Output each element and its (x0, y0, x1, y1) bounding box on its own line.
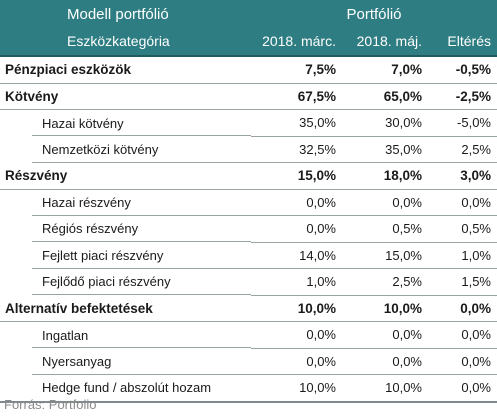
table-row: Fejlődő piaci részvény 1,0% 2,5% 1,5% (0, 268, 497, 296)
row-label: Hedge fund / abszolút hozam (0, 374, 251, 403)
row-label: Pénzpiaci eszközök (0, 56, 251, 84)
row-label: Fejlődő piaci részvény (0, 268, 251, 295)
row-label: Kötvény (0, 83, 251, 110)
header-row-top: Modell portfólió Portfólió (0, 0, 497, 29)
row-value-may: 30,0% (342, 109, 428, 137)
row-value-difference: 3,0% (428, 162, 497, 190)
table-row: Nemzetközi kötvény 32,5% 35,0% 2,5% (0, 136, 497, 163)
row-value-may: 0,0% (342, 189, 428, 216)
row-label: Fejlett piaci részvény (0, 242, 251, 269)
header-col-march: 2018. márc. (251, 29, 342, 57)
row-value-difference: 0,5% (428, 215, 497, 243)
row-value-difference: 0,0% (428, 295, 497, 322)
row-value-may: 2,5% (342, 268, 428, 296)
header-col-may: 2018. máj. (342, 29, 428, 57)
table-row: Hedge fund / abszolút hozam 10,0% 10,0% … (0, 374, 497, 403)
row-label: Nyersanyag (0, 348, 251, 375)
row-value-march: 35,0% (251, 109, 342, 137)
row-value-march: 15,0% (251, 162, 342, 190)
table-row: Nyersanyag 0,0% 0,0% 0,0% (0, 348, 497, 375)
table-row: Ingatlan 0,0% 0,0% 0,0% (0, 321, 497, 349)
row-value-difference: 1,5% (428, 268, 497, 296)
row-value-may: 0,0% (342, 348, 428, 375)
row-value-march: 67,5% (251, 83, 342, 110)
row-value-march: 0,0% (251, 348, 342, 375)
row-label: Hazai kötvény (0, 109, 251, 136)
portfolio-table-wrapper: Modell portfólió Portfólió Eszközkategór… (0, 0, 497, 403)
table-row: Részvény 15,0% 18,0% 3,0% (0, 162, 497, 190)
table-row: Régiós részvény 0,0% 0,5% 0,5% (0, 215, 497, 243)
row-label: Hazai részvény (0, 189, 251, 216)
row-value-difference: 1,0% (428, 242, 497, 269)
row-value-march: 0,0% (251, 215, 342, 243)
table-row: Hazai részvény 0,0% 0,0% 0,0% (0, 189, 497, 216)
row-value-difference: -2,5% (428, 83, 497, 110)
row-value-difference: 0,0% (428, 374, 497, 403)
row-value-may: 0,5% (342, 215, 428, 243)
row-label: Nemzetközi kötvény (0, 136, 251, 163)
row-value-march: 1,0% (251, 268, 342, 296)
row-value-march: 7,5% (251, 56, 342, 84)
row-value-difference: 2,5% (428, 136, 497, 163)
row-value-may: 10,0% (342, 295, 428, 322)
row-value-may: 18,0% (342, 162, 428, 190)
header-row-bottom: Eszközkategória 2018. márc. 2018. máj. E… (0, 29, 497, 57)
row-value-march: 10,0% (251, 374, 342, 403)
source-note: Forrás: Portfolio (4, 397, 97, 412)
row-value-may: 0,0% (342, 321, 428, 349)
row-value-march: 0,0% (251, 321, 342, 349)
table-body: Pénzpiaci eszközök 7,5% 7,0% -0,5% Kötvé… (0, 56, 497, 403)
row-value-difference: 0,0% (428, 189, 497, 216)
row-value-may: 10,0% (342, 374, 428, 403)
row-label: Ingatlan (0, 321, 251, 348)
table-header: Modell portfólió Portfólió Eszközkategór… (0, 0, 497, 57)
row-value-difference: 0,0% (428, 321, 497, 349)
row-value-may: 7,0% (342, 56, 428, 84)
portfolio-table: Modell portfólió Portfólió Eszközkategór… (0, 0, 497, 403)
header-asset-category: Eszközkategória (0, 29, 251, 57)
row-label: Régiós részvény (0, 215, 251, 242)
row-value-march: 14,0% (251, 242, 342, 269)
row-value-difference: -0,5% (428, 56, 497, 84)
row-value-may: 35,0% (342, 136, 428, 163)
table-row: Fejlett piaci részvény 14,0% 15,0% 1,0% (0, 242, 497, 269)
row-value-may: 15,0% (342, 242, 428, 269)
row-label: Részvény (0, 162, 251, 190)
table-row: Alternatív befektetések 10,0% 10,0% 0,0% (0, 295, 497, 322)
row-label: Alternatív befektetések (0, 295, 251, 322)
header-col-difference: Eltérés (428, 29, 497, 57)
row-value-march: 32,5% (251, 136, 342, 163)
table-row: Pénzpiaci eszközök 7,5% 7,0% -0,5% (0, 56, 497, 84)
table-row: Kötvény 67,5% 65,0% -2,5% (0, 83, 497, 110)
row-value-march: 0,0% (251, 189, 342, 216)
row-value-difference: -5,0% (428, 109, 497, 137)
header-portfolio-group: Portfólió (251, 0, 497, 29)
table-row: Hazai kötvény 35,0% 30,0% -5,0% (0, 109, 497, 137)
header-model-portfolio: Modell portfólió (0, 0, 251, 29)
row-value-difference: 0,0% (428, 348, 497, 375)
row-value-may: 65,0% (342, 83, 428, 110)
row-value-march: 10,0% (251, 295, 342, 322)
